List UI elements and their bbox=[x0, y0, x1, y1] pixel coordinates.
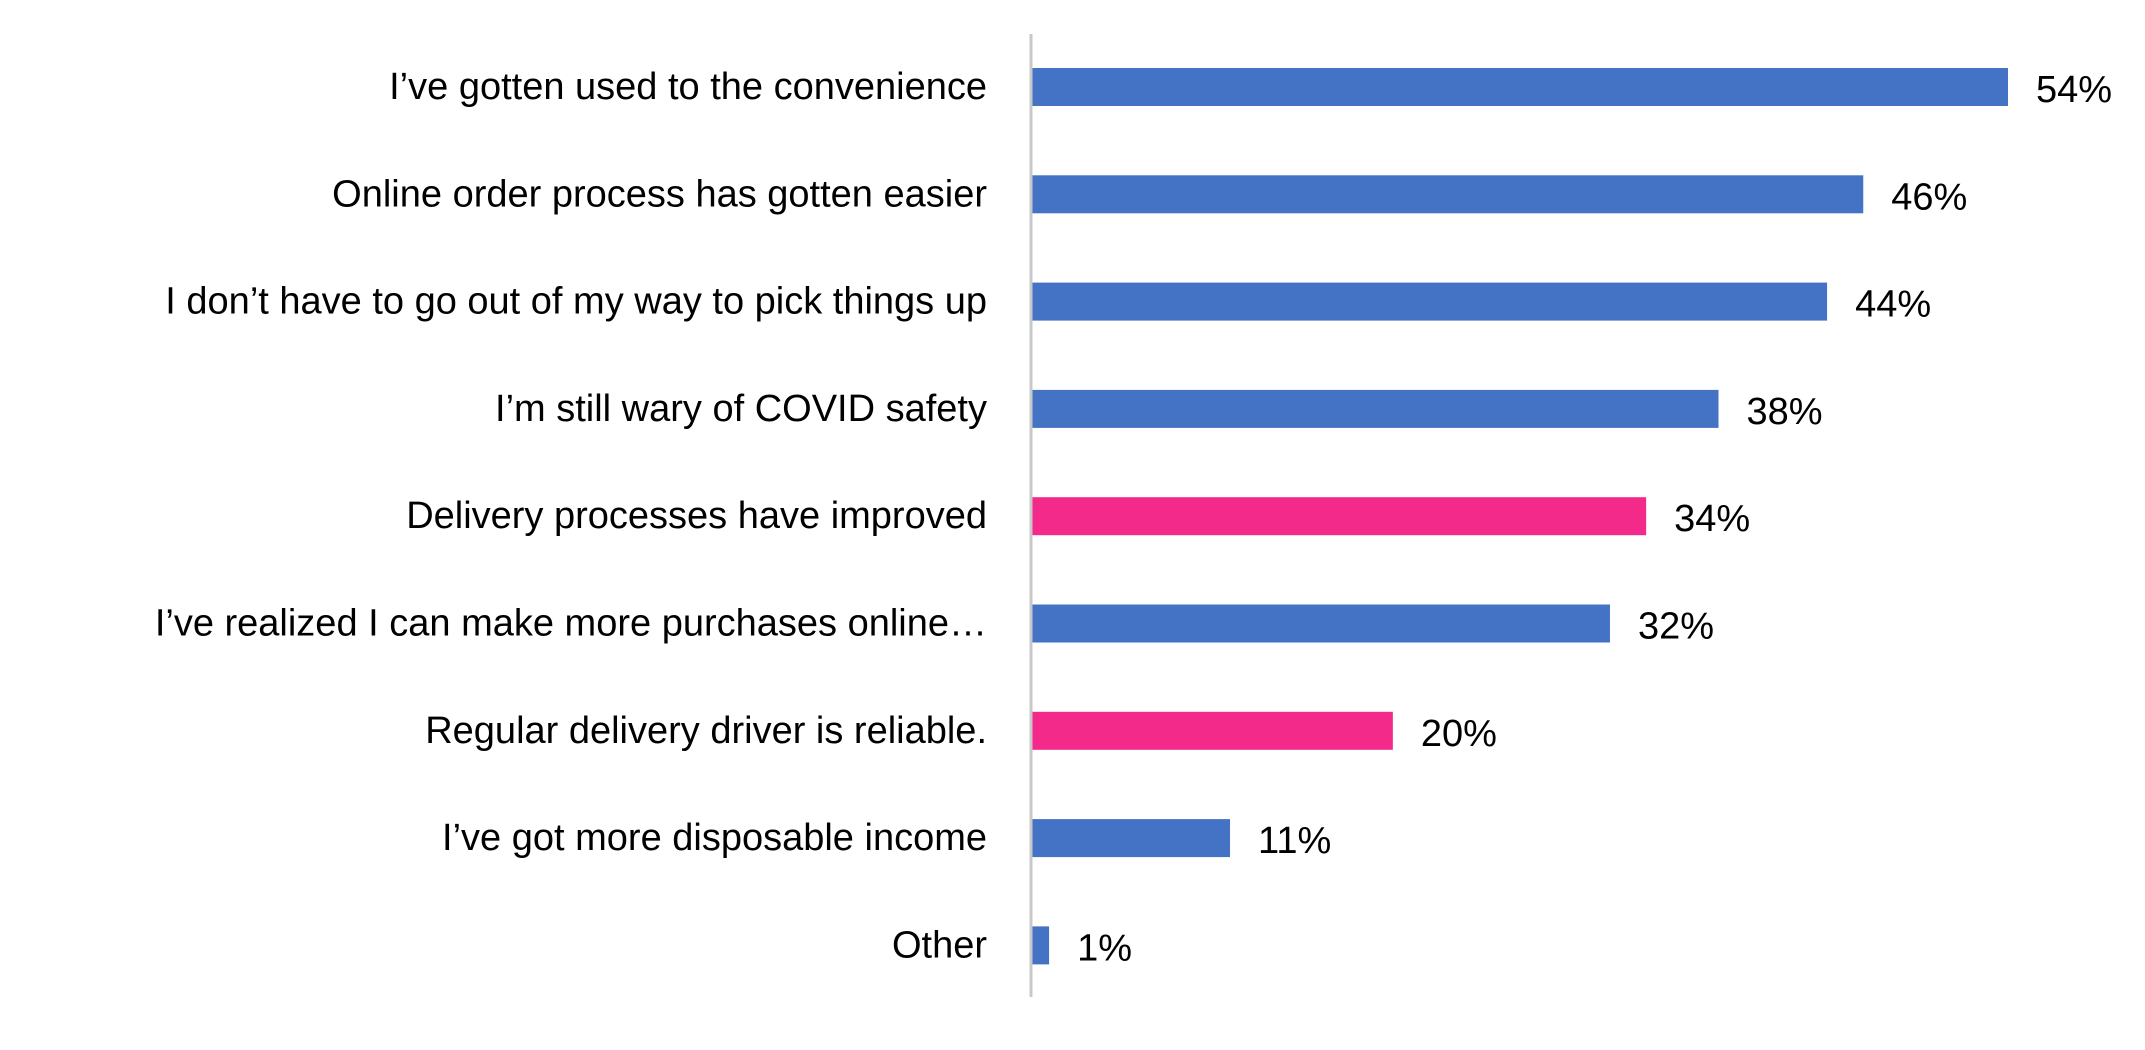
category-label: Other bbox=[892, 924, 987, 966]
value-label: 38% bbox=[1747, 391, 1823, 433]
category-label: Online order process has gotten easier bbox=[332, 173, 987, 215]
value-label: 11% bbox=[1258, 820, 1331, 862]
category-labels-group: I’ve gotten used to the convenience Onlin… bbox=[155, 66, 988, 966]
value-label: 34% bbox=[1674, 498, 1750, 540]
bars-group bbox=[1031, 68, 2008, 965]
category-label: I’ve realized I can make more purchases … bbox=[155, 603, 987, 645]
bar bbox=[1031, 68, 2008, 106]
category-label: Delivery processes have improved bbox=[406, 495, 987, 537]
category-label: I’ve gotten used to the convenience bbox=[389, 66, 987, 108]
value-label: 32% bbox=[1638, 606, 1714, 648]
category-label: I’m still wary of COVID safety bbox=[495, 388, 987, 430]
value-label: 20% bbox=[1421, 713, 1497, 755]
category-label: Regular delivery driver is reliable. bbox=[425, 710, 987, 752]
bar bbox=[1031, 819, 1231, 858]
bar bbox=[1031, 282, 1828, 321]
bar bbox=[1031, 389, 1719, 428]
bar bbox=[1031, 497, 1647, 536]
bar bbox=[1031, 604, 1610, 643]
value-label: 46% bbox=[1891, 176, 1967, 218]
value-label: 54% bbox=[2036, 69, 2112, 111]
value-label: 44% bbox=[1855, 284, 1931, 326]
category-label: I’ve got more disposable income bbox=[442, 817, 987, 859]
value-labels-group: 54% 46% 44% 38% 34% 32% 20% 11% 1% bbox=[1077, 69, 2112, 969]
bar bbox=[1031, 175, 1864, 214]
bar bbox=[1031, 711, 1393, 750]
value-label: 1% bbox=[1077, 927, 1132, 969]
category-label: I don’t have to go out of my way to pick… bbox=[165, 281, 987, 323]
bar bbox=[1031, 926, 1050, 965]
